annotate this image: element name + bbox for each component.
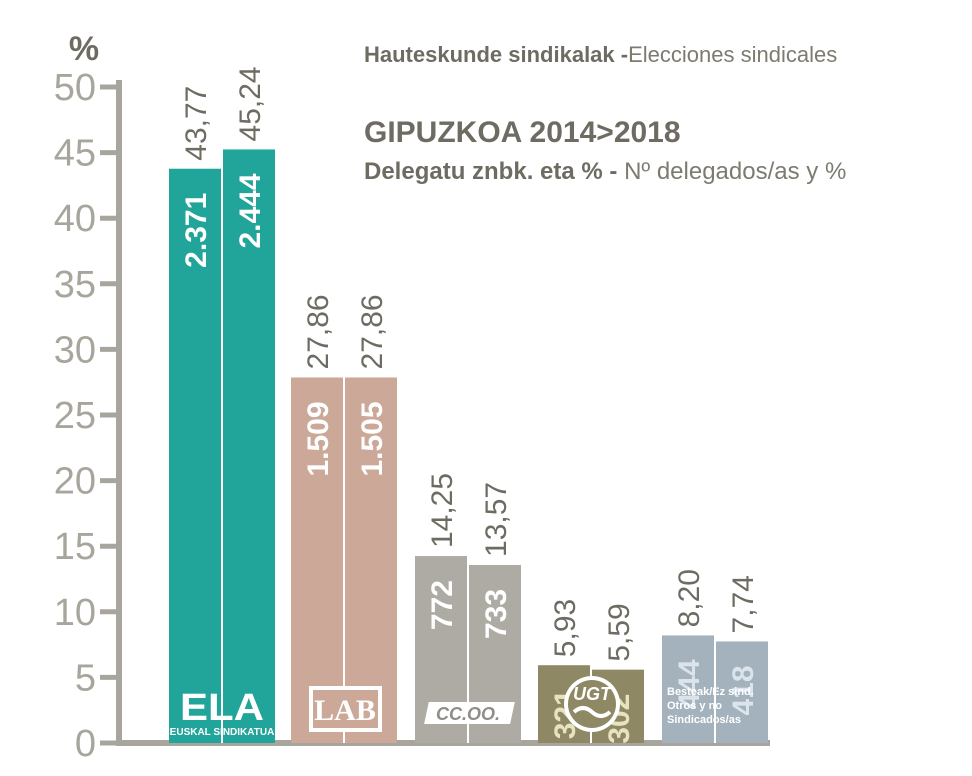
handshake-icon xyxy=(572,706,612,718)
value-label: 7,74 xyxy=(727,575,760,633)
bar-ela-2018 xyxy=(223,149,275,744)
chart-subtitle: Delegatu znbk. eta % - Nº delegados/as y… xyxy=(364,158,846,186)
ccoo-logo-box xyxy=(424,702,515,724)
lab-logo-name: LAB xyxy=(314,694,376,727)
value-label: 8,20 xyxy=(673,569,706,627)
ela-logo: ELA EUSKAL SINDIKATUA xyxy=(170,687,275,738)
others-line1: Besteak/Ez sind. xyxy=(667,686,754,698)
delegate-label: 772 xyxy=(426,580,459,630)
y-tick-label: 10 xyxy=(54,592,96,634)
bar-lab-2014 xyxy=(291,377,343,743)
bar-besteakez-2014 xyxy=(662,635,714,743)
delegate-label: 418 xyxy=(727,665,760,715)
value-label: 13,57 xyxy=(480,482,513,557)
y-tick-label: 5 xyxy=(75,657,96,699)
value-label: 5,93 xyxy=(549,599,582,657)
value-label: 27,86 xyxy=(356,294,389,369)
others-line2: Otros y no xyxy=(667,700,722,712)
ela-logo-sub: EUSKAL SINDIKATUA xyxy=(170,727,275,738)
y-tick-label: 0 xyxy=(75,723,96,765)
y-tick-label: 50 xyxy=(54,67,96,109)
ela-logo-name: ELA xyxy=(180,687,264,729)
delegate-label: 444 xyxy=(673,659,706,709)
bar-ela-2014 xyxy=(169,168,221,743)
value-label: 14,25 xyxy=(426,473,459,548)
others-line3: Sindicados/as xyxy=(667,714,741,726)
delegate-label: 1.505 xyxy=(356,401,389,476)
bar-besteakez-2018 xyxy=(716,641,768,743)
delegate-label: 2.371 xyxy=(180,193,213,268)
ugt-logo-name: UGT xyxy=(573,684,613,704)
y-tick-label: 30 xyxy=(54,329,96,371)
ccoo-logo: CC.OO. xyxy=(424,702,515,724)
lab-logo: LAB xyxy=(309,686,382,732)
chart-subtitle-light: Nº delegados/as y % xyxy=(624,158,847,185)
y-tick-label: 15 xyxy=(54,526,96,568)
value-label: 27,86 xyxy=(302,294,335,369)
value-label: 45,24 xyxy=(234,66,267,141)
logos-group: ELA EUSKAL SINDIKATUA LAB CC.OO. UGT Bes… xyxy=(170,676,754,738)
lab-logo-inner xyxy=(313,690,378,728)
header-top-bold: Hauteskunde sindikalak - xyxy=(364,42,629,67)
header-top: Hauteskunde sindikalak -Elecciones sindi… xyxy=(364,42,837,68)
y-tick-label: 40 xyxy=(54,198,96,240)
ccoo-logo-name: CC.OO. xyxy=(436,704,500,724)
y-tick-label: 45 xyxy=(54,133,96,175)
bars-group xyxy=(169,149,768,744)
ugt-logo: UGT xyxy=(564,676,620,732)
delegate-label: 1.509 xyxy=(302,401,335,476)
y-tick-label: 20 xyxy=(54,461,96,503)
bar-lab-2018 xyxy=(345,377,397,743)
chart-title: GIPUZKOA 2014>2018 xyxy=(364,116,681,150)
value-label: 43,77 xyxy=(180,86,213,161)
y-axis-unit: % xyxy=(69,30,99,68)
value-label: 5,59 xyxy=(603,603,636,661)
y-tick-label: 35 xyxy=(54,264,96,306)
y-tick-label: 25 xyxy=(54,395,96,437)
others-logo: Besteak/Ez sind. Otros y no Sindicados/a… xyxy=(667,686,754,726)
header-top-light: Elecciones sindicales xyxy=(628,42,838,67)
chart-title-text: GIPUZKOA 2014>2018 xyxy=(364,116,681,149)
delegate-label: 2.444 xyxy=(234,173,267,248)
delegate-label: 733 xyxy=(480,589,513,639)
chart-subtitle-bold: Delegatu znbk. eta % - xyxy=(364,158,618,185)
